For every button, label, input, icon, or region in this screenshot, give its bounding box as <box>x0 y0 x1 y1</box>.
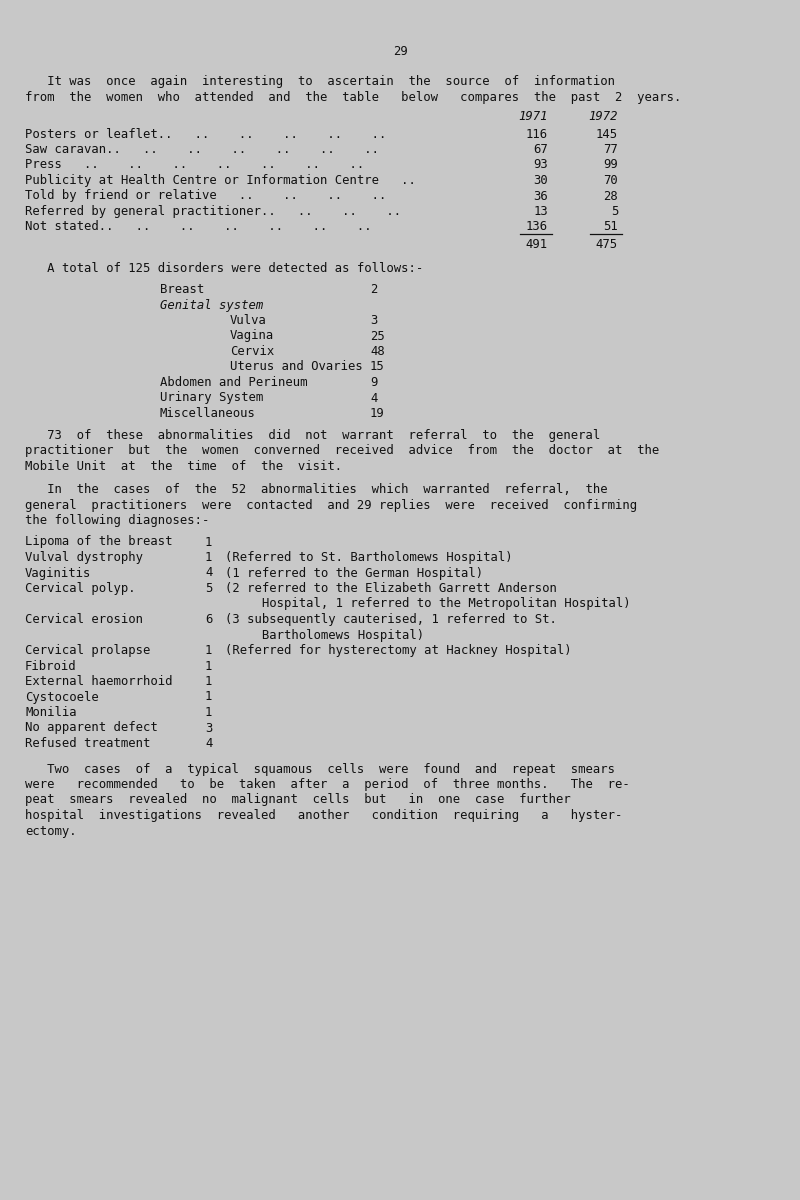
Text: Hospital, 1 referred to the Metropolitan Hospital): Hospital, 1 referred to the Metropolitan… <box>225 598 630 611</box>
Text: Fibroid: Fibroid <box>25 660 77 672</box>
Text: 4: 4 <box>205 737 212 750</box>
Text: practitioner  but  the  women  converned  received  advice  from  the  doctor  a: practitioner but the women converned rec… <box>25 444 659 457</box>
Text: Vagina: Vagina <box>230 330 274 342</box>
Text: (2 referred to the Elizabeth Garrett Anderson: (2 referred to the Elizabeth Garrett And… <box>225 582 557 595</box>
Text: Miscellaneous: Miscellaneous <box>160 407 256 420</box>
Text: Breast: Breast <box>160 283 204 296</box>
Text: 51: 51 <box>603 221 618 234</box>
Text: In  the  cases  of  the  52  abnormalities  which  warranted  referral,  the: In the cases of the 52 abnormalities whi… <box>25 482 608 496</box>
Text: 29: 29 <box>393 44 407 58</box>
Text: ectomy.: ectomy. <box>25 824 77 838</box>
Text: 1: 1 <box>205 690 212 703</box>
Text: 491: 491 <box>526 238 548 251</box>
Text: It was  once  again  interesting  to  ascertain  the  source  of  information: It was once again interesting to ascerta… <box>25 74 615 88</box>
Text: 6: 6 <box>205 613 212 626</box>
Text: Publicity at Health Centre or Information Centre   ..: Publicity at Health Centre or Informatio… <box>25 174 416 187</box>
Text: 1971: 1971 <box>518 110 548 122</box>
Text: 3: 3 <box>205 721 212 734</box>
Text: 1: 1 <box>205 660 212 672</box>
Text: 116: 116 <box>526 127 548 140</box>
Text: Abdomen and Perineum: Abdomen and Perineum <box>160 376 307 389</box>
Text: Vulval dystrophy: Vulval dystrophy <box>25 551 143 564</box>
Text: 1: 1 <box>205 644 212 658</box>
Text: the following diagnoses:-: the following diagnoses:- <box>25 514 210 527</box>
Text: 3: 3 <box>370 314 378 326</box>
Text: Two  cases  of  a  typical  squamous  cells  were  found  and  repeat  smears: Two cases of a typical squamous cells we… <box>25 762 615 775</box>
Text: 136: 136 <box>526 221 548 234</box>
Text: 1: 1 <box>205 674 212 688</box>
Text: Cervical prolapse: Cervical prolapse <box>25 644 150 658</box>
Text: 25: 25 <box>370 330 385 342</box>
Text: 145: 145 <box>596 127 618 140</box>
Text: (Referred for hysterectomy at Hackney Hospital): (Referred for hysterectomy at Hackney Ho… <box>225 644 572 658</box>
Text: 9: 9 <box>370 376 378 389</box>
Text: External haemorrhoid: External haemorrhoid <box>25 674 173 688</box>
Text: 93: 93 <box>534 158 548 172</box>
Text: 28: 28 <box>603 190 618 203</box>
Text: Monilia: Monilia <box>25 706 77 719</box>
Text: were   recommended   to  be  taken  after  a  period  of  three months.   The  r: were recommended to be taken after a per… <box>25 778 630 791</box>
Text: Vulva: Vulva <box>230 314 267 326</box>
Text: (Referred to St. Bartholomews Hospital): (Referred to St. Bartholomews Hospital) <box>225 551 513 564</box>
Text: Vaginitis: Vaginitis <box>25 566 91 580</box>
Text: peat  smears  revealed  no  malignant  cells  but   in  one  case  further: peat smears revealed no malignant cells … <box>25 793 570 806</box>
Text: Genital system: Genital system <box>160 299 263 312</box>
Text: 67: 67 <box>534 143 548 156</box>
Text: 1: 1 <box>205 706 212 719</box>
Text: A total of 125 disorders were detected as follows:-: A total of 125 disorders were detected a… <box>25 262 423 275</box>
Text: 1: 1 <box>205 551 212 564</box>
Text: Bartholomews Hospital): Bartholomews Hospital) <box>225 629 424 642</box>
Text: 1: 1 <box>205 535 212 548</box>
Text: Posters or leaflet..   ..    ..    ..    ..    ..: Posters or leaflet.. .. .. .. .. .. <box>25 127 386 140</box>
Text: 5: 5 <box>610 205 618 218</box>
Text: general  practitioners  were  contacted  and 29 replies  were  received  confirm: general practitioners were contacted and… <box>25 498 637 511</box>
Text: Refused treatment: Refused treatment <box>25 737 150 750</box>
Text: 36: 36 <box>534 190 548 203</box>
Text: Referred by general practitioner..   ..    ..    ..: Referred by general practitioner.. .. ..… <box>25 205 401 218</box>
Text: 13: 13 <box>534 205 548 218</box>
Text: 19: 19 <box>370 407 385 420</box>
Text: Told by friend or relative   ..    ..    ..    ..: Told by friend or relative .. .. .. .. <box>25 190 386 203</box>
Text: 5: 5 <box>205 582 212 595</box>
Text: Cystocoele: Cystocoele <box>25 690 98 703</box>
Text: No apparent defect: No apparent defect <box>25 721 158 734</box>
Text: 30: 30 <box>534 174 548 187</box>
Text: 4: 4 <box>370 391 378 404</box>
Text: from  the  women  who  attended  and  the  table   below   compares  the  past  : from the women who attended and the tabl… <box>25 90 682 103</box>
Text: 2: 2 <box>370 283 378 296</box>
Text: Press   ..    ..    ..    ..    ..    ..    ..: Press .. .. .. .. .. .. .. <box>25 158 364 172</box>
Text: 15: 15 <box>370 360 385 373</box>
Text: 475: 475 <box>596 238 618 251</box>
Text: (3 subsequently cauterised, 1 referred to St.: (3 subsequently cauterised, 1 referred t… <box>225 613 557 626</box>
Text: hospital  investigations  revealed   another   condition  requiring   a   hyster: hospital investigations revealed another… <box>25 809 622 822</box>
Text: Cervix: Cervix <box>230 346 274 358</box>
Text: Urinary System: Urinary System <box>160 391 263 404</box>
Text: Mobile Unit  at  the  time  of  the  visit.: Mobile Unit at the time of the visit. <box>25 460 342 473</box>
Text: Saw caravan..   ..    ..    ..    ..    ..    ..: Saw caravan.. .. .. .. .. .. .. <box>25 143 379 156</box>
Text: 4: 4 <box>205 566 212 580</box>
Text: 48: 48 <box>370 346 385 358</box>
Text: Cervical erosion: Cervical erosion <box>25 613 143 626</box>
Text: Not stated..   ..    ..    ..    ..    ..    ..: Not stated.. .. .. .. .. .. .. <box>25 221 372 234</box>
Text: Cervical polyp.: Cervical polyp. <box>25 582 136 595</box>
Text: 1972: 1972 <box>589 110 618 122</box>
Text: Lipoma of the breast: Lipoma of the breast <box>25 535 173 548</box>
Text: 70: 70 <box>603 174 618 187</box>
Text: (1 referred to the German Hospital): (1 referred to the German Hospital) <box>225 566 483 580</box>
Text: 77: 77 <box>603 143 618 156</box>
Text: 73  of  these  abnormalities  did  not  warrant  referral  to  the  general: 73 of these abnormalities did not warran… <box>25 428 600 442</box>
Text: Uterus and Ovaries: Uterus and Ovaries <box>230 360 362 373</box>
Text: 99: 99 <box>603 158 618 172</box>
